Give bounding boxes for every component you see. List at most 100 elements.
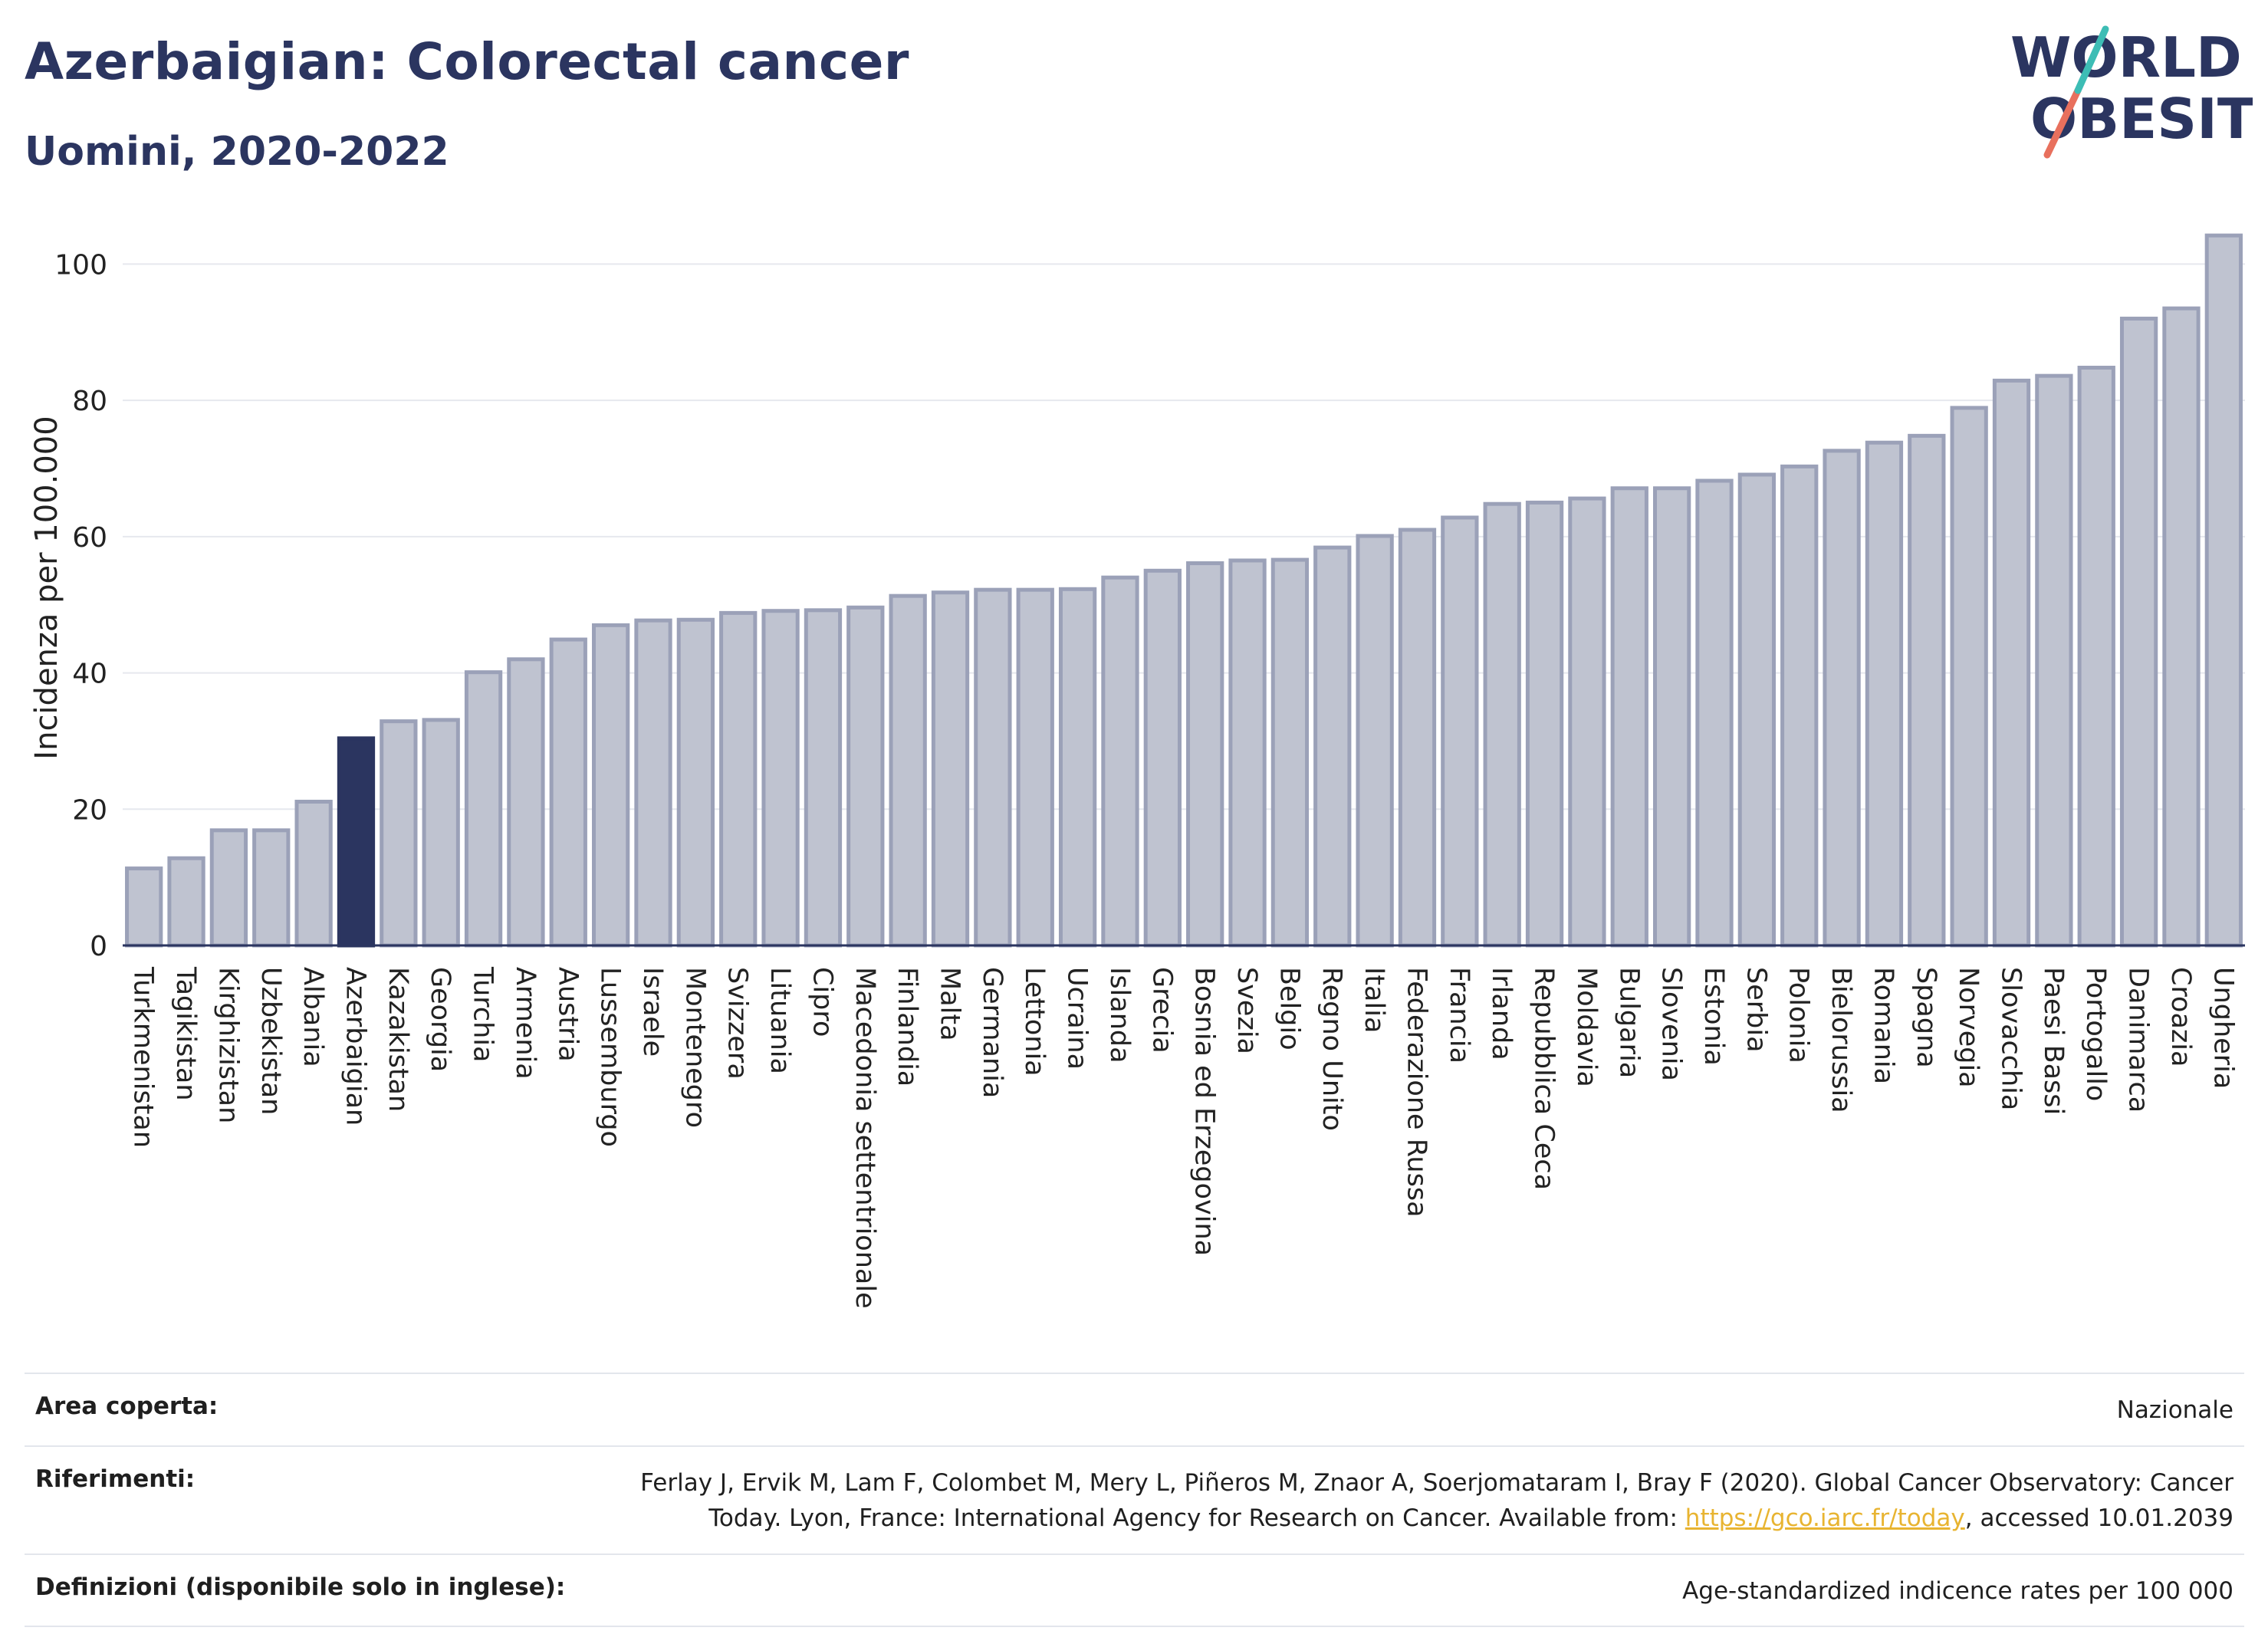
bar (125, 866, 163, 948)
x-tick-label: Paesi Bassi (2038, 967, 2069, 1115)
bar (1695, 478, 1734, 948)
bar (1737, 472, 1777, 948)
bar (719, 610, 758, 948)
x-tick-label: Malta (935, 967, 965, 1041)
bar (1950, 406, 1988, 948)
x-tick-label: Uzbekistan (255, 967, 286, 1115)
x-tick-label: Slovacchia (1996, 967, 2026, 1110)
y-tick-label: 60 (72, 522, 107, 554)
bar (380, 719, 418, 948)
x-tick-label: Germania (977, 967, 1007, 1098)
bar (846, 605, 885, 948)
bar (1483, 501, 1521, 948)
metadata-table: Area coperta: Nazionale Riferimenti: Fer… (25, 1373, 2244, 1627)
logo-slash-top (2043, 87, 2082, 159)
x-tick-label: Slovenia (1656, 967, 1687, 1081)
references-label: Riferimenti: (35, 1465, 196, 1493)
x-tick-label: Repubblica Ceca (1529, 967, 1560, 1190)
chart-title: Azerbaigian: Colorectal cancer (25, 32, 909, 91)
bar (2162, 306, 2201, 948)
x-tick-label: Italia (1359, 967, 1389, 1033)
x-tick-label: Svizzera (722, 967, 753, 1080)
bar (1780, 464, 1819, 948)
x-tick-label: Grecia (1146, 967, 1177, 1054)
bar (422, 718, 460, 948)
x-tick-label: Cipro (807, 967, 837, 1037)
bar (167, 856, 205, 948)
x-tick-label: Ungheria (2207, 967, 2238, 1089)
bar-highlight (337, 736, 376, 948)
bar-chart: 0 20 40 60 80 100 Incidenza per 100.000 Turkmen… (29, 233, 2245, 1309)
bar (2119, 317, 2158, 948)
bar (507, 657, 545, 948)
x-tick-label: Tagikistan (170, 966, 201, 1101)
references-accessed: , accessed 10.01.2039 (1964, 1504, 2233, 1532)
bar (209, 828, 248, 948)
y-tick-label: 100 (54, 249, 107, 281)
x-tick-label: Turkmenistan (128, 966, 159, 1148)
bar (591, 623, 630, 948)
bar (1865, 440, 1904, 948)
area-label: Area coperta: (35, 1392, 219, 1420)
bar (1441, 515, 1479, 948)
x-tick-label: Islanda (1104, 967, 1135, 1064)
definitions-value: Age-standardized indicence rates per 100… (1682, 1576, 2233, 1605)
x-tick-label: Spagna (1911, 967, 1941, 1068)
bar (1228, 558, 1267, 948)
x-tick-label: Lettonia (1019, 967, 1050, 1077)
bar (1652, 486, 1691, 948)
x-tick-label: Armenia (510, 967, 541, 1080)
x-tick-label: Lituania (764, 967, 795, 1074)
references-text: Ferlay J, Ervik M, Lam F, Colombet M, Me… (640, 1468, 2233, 1533)
x-tick-label: Israele (637, 967, 668, 1057)
x-tick-label: Azerbaigian (340, 967, 370, 1126)
bar (1313, 545, 1352, 948)
bar (1186, 561, 1224, 948)
y-tick-label: 0 (90, 931, 107, 962)
bar (889, 593, 927, 948)
x-tick-label: Kirghizistan (212, 967, 243, 1123)
bar (676, 617, 715, 948)
bar (1992, 378, 2031, 948)
bar (1568, 496, 1606, 948)
world-obesity-logo: WORLD OBESITY (2010, 25, 2253, 159)
bar (1016, 587, 1054, 948)
x-tick-label: Regno Unito (1316, 967, 1347, 1131)
y-tick-label: 40 (72, 659, 107, 690)
x-tick-label: Danimarca (2123, 967, 2154, 1113)
x-tick-label: Portogallo (2080, 967, 2111, 1101)
bar (1823, 449, 1861, 948)
x-tick-label: Federazione Russa (1401, 967, 1431, 1218)
x-tick-label: Bielorussia (1826, 967, 1856, 1113)
x-tick-label: Serbia (1740, 967, 1771, 1053)
meta-row-references: Riferimenti: Ferlay J, Ervik M, Lam F, C… (25, 1445, 2244, 1553)
x-tick-label: Georgia (425, 967, 455, 1072)
bar (1356, 534, 1394, 948)
bar (2035, 373, 2073, 948)
bar (464, 670, 503, 948)
logo-slash-bottom (2074, 25, 2109, 94)
bar (252, 828, 291, 948)
references-link[interactable]: https://gco.iarc.fr/today (1685, 1504, 1965, 1532)
x-tick-label: Bulgaria (1613, 967, 1644, 1078)
x-tick-label: Ucraina (1062, 967, 1093, 1070)
y-axis-label: Incidenza per 100.000 (29, 416, 64, 759)
x-tick-label: Estonia (1698, 967, 1729, 1066)
bar (1610, 486, 1648, 948)
x-tick-label: Romania (1868, 967, 1898, 1084)
bar (761, 609, 800, 948)
bar (1525, 500, 1564, 948)
x-tick-label: Polonia (1783, 967, 1814, 1064)
x-tick-label: Austria (552, 967, 583, 1062)
bar (1058, 587, 1097, 948)
x-tick-label: Turchia (468, 966, 498, 1062)
x-tick-label: Svezia (1231, 967, 1262, 1054)
area-value: Nazionale (2116, 1396, 2233, 1424)
references-value: Ferlay J, Ervik M, Lam F, Colombet M, Me… (577, 1465, 2233, 1537)
bar (1270, 557, 1310, 948)
meta-row-definitions: Definizioni (disponibile solo in inglese… (25, 1553, 2244, 1627)
bar (931, 590, 970, 948)
meta-row-area: Area coperta: Nazionale (25, 1373, 2244, 1445)
bar (804, 608, 843, 948)
logo-line-1: WORLD (2010, 25, 2242, 90)
